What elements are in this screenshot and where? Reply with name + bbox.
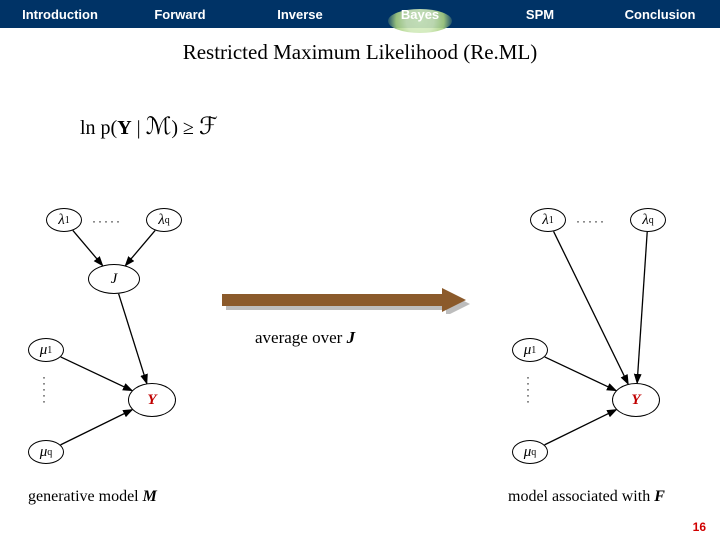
edge-lambdaq-J (125, 230, 155, 265)
caption-left-var: M (143, 488, 157, 505)
formula: ln p(Y | ℳ) ≥ ℱ (80, 112, 218, 141)
nav-bayes[interactable]: Bayes (360, 7, 480, 22)
node-muq: μq (512, 440, 548, 464)
node-Y: Y (612, 383, 660, 417)
formula-F: ℱ (199, 114, 218, 140)
nav-inverse[interactable]: Inverse (240, 7, 360, 22)
average-prefix: average over (255, 328, 347, 347)
average-arrow (222, 288, 472, 314)
node-lambdaq: λq (630, 208, 666, 232)
formula-mid: | (132, 117, 146, 139)
formula-close: ) ≥ (171, 117, 199, 139)
caption-right-text: model associated with (508, 488, 654, 505)
lambda-dots: ····· (576, 214, 606, 228)
average-var: J (347, 328, 356, 347)
node-muq: μq (28, 440, 64, 464)
formula-Y: Y (117, 117, 131, 139)
mu-dots: ····· (42, 374, 46, 404)
formula-ln: ln p( (80, 117, 117, 139)
formula-M: ℳ (146, 114, 172, 140)
slide-title: Restricted Maximum Likelihood (Re.ML) (0, 40, 720, 65)
nav-bar: Introduction Forward Inverse Bayes SPM C… (0, 0, 720, 28)
node-mu1: μ1 (28, 338, 64, 362)
node-lambdaq: λq (146, 208, 182, 232)
node-lambda1: λ1 (46, 208, 82, 232)
node-mu1: μ1 (512, 338, 548, 362)
edge-J-Y (119, 294, 147, 384)
edge-lambda1-J (73, 230, 103, 265)
caption-associated: model associated with F (508, 488, 665, 506)
mu-dots: ····· (526, 374, 530, 404)
nav-conclusion[interactable]: Conclusion (600, 7, 720, 22)
nav-forward[interactable]: Forward (120, 7, 240, 22)
graph-generative-model: λ1 λq Jμ1 μq Y ····· ····· (28, 208, 208, 488)
lambda-dots: ····· (92, 214, 122, 228)
node-lambda1: λ1 (530, 208, 566, 232)
node-Y: Y (128, 383, 176, 417)
edge-lambda1-Y (554, 231, 629, 384)
nav-spm[interactable]: SPM (480, 7, 600, 22)
nav-introduction[interactable]: Introduction (0, 7, 120, 22)
caption-left-text: generative model (28, 488, 143, 505)
edge-mu1-Y (545, 357, 616, 391)
edge-muq-Y (544, 410, 616, 445)
caption-generative: generative model M (28, 488, 157, 506)
caption-right-var: F (654, 488, 665, 505)
edge-lambdaq-Y (637, 232, 647, 383)
average-label: average over J (255, 328, 355, 348)
edge-mu1-Y (61, 357, 132, 391)
page-number: 16 (693, 520, 706, 534)
graph-associated-model: λ1 λq μ1 μq Y ····· ····· (512, 208, 692, 488)
node-J: J (88, 264, 140, 294)
edge-muq-Y (60, 410, 132, 445)
